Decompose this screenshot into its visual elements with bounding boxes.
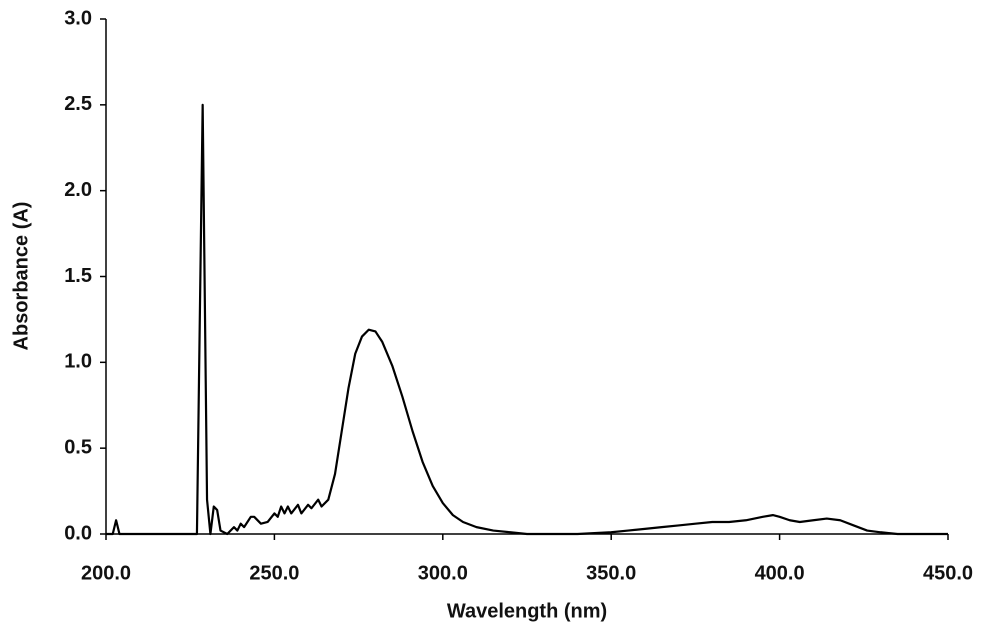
x-tick-label: 250.0 <box>249 562 299 584</box>
y-axis-title: Absorbance (A) <box>10 202 32 351</box>
y-tick-label: 0.5 <box>64 436 92 458</box>
x-tick-label: 400.0 <box>755 562 805 584</box>
x-tick-label: 300.0 <box>418 562 468 584</box>
x-tick-label: 450.0 <box>923 562 973 584</box>
spectrum-line <box>106 103 948 536</box>
y-tick-label: 1.0 <box>64 351 92 373</box>
y-tick-label: 1.5 <box>64 265 92 287</box>
y-tick-label: 0.0 <box>64 522 92 544</box>
y-tick-label: 2.0 <box>64 179 92 201</box>
x-axis-title: Wavelength (nm) <box>447 600 607 622</box>
y-tick-label: 3.0 <box>64 7 92 29</box>
x-tick-label: 200.0 <box>81 562 131 584</box>
x-tick-label: 350.0 <box>586 562 636 584</box>
y-tick-label: 2.5 <box>64 93 92 115</box>
